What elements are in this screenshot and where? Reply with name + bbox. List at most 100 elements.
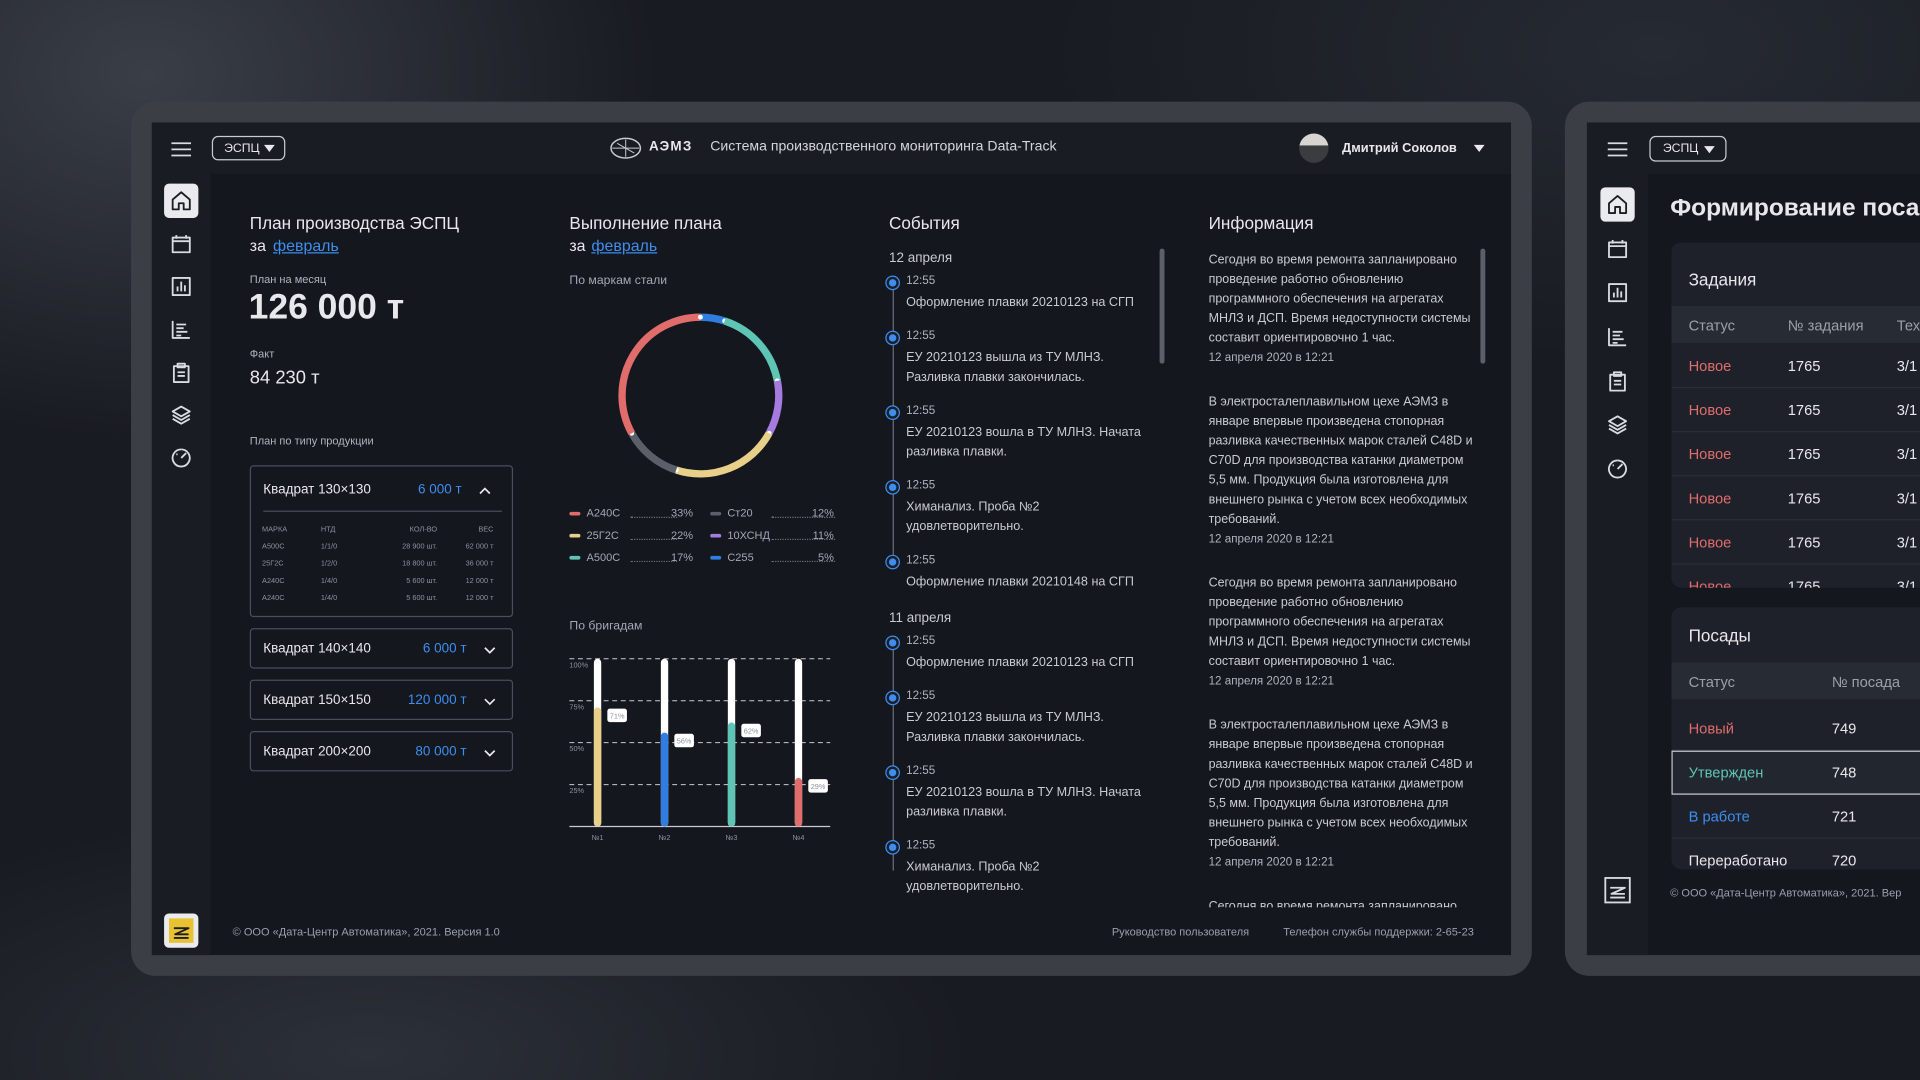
period-prefix: за <box>249 236 266 255</box>
nav-icon[interactable] <box>1600 364 1634 398</box>
legend-value: 12% <box>811 506 834 520</box>
scrollbar[interactable] <box>1480 248 1486 364</box>
icon-shape <box>1610 886 1626 899</box>
divider <box>263 510 503 512</box>
value-label: 29% <box>811 782 826 791</box>
event-time: 12:55 <box>906 404 936 418</box>
month-link[interactable]: февраль <box>273 236 339 255</box>
plant-select[interactable]: ЭСПЦ <box>211 135 286 161</box>
table-row[interactable] <box>1671 344 1920 389</box>
event-text: Химанализ. Проба №2 удовлетворительно. <box>906 500 1040 534</box>
table-cell: 36 000 т <box>465 560 494 569</box>
product-item[interactable]: Квадрат 130×130 6 000 т МАРКА НТД КОЛ-ВО ВЕС А… <box>249 465 514 618</box>
product-item[interactable]: Квадрат 200×200 80 000 т <box>249 731 514 772</box>
value-label-bg <box>741 723 761 738</box>
table-cell: Новое <box>1688 401 1732 419</box>
legend-dots <box>771 516 836 518</box>
table-cell: 12 000 т <box>465 595 494 603</box>
plant-select-label: ЭСПЦ <box>224 142 260 156</box>
avatar[interactable] <box>1299 133 1329 163</box>
caret <box>1473 144 1485 153</box>
nav-icon[interactable] <box>1600 873 1634 907</box>
nav-icon[interactable] <box>1600 320 1634 354</box>
product-value: 6 000 т <box>422 641 467 657</box>
table-cell: А500С <box>262 543 285 552</box>
timeline <box>892 640 894 871</box>
nav-icon[interactable] <box>1600 187 1635 222</box>
table-row[interactable] <box>1671 750 1920 795</box>
nav-icon[interactable] <box>1600 132 1634 166</box>
nav-icon[interactable] <box>1600 408 1634 442</box>
table-header-bg <box>1671 662 1920 700</box>
nav-icon[interactable] <box>164 913 199 948</box>
product-value: 80 000 т <box>415 744 467 760</box>
product-name: Квадрат 150×150 <box>263 693 371 708</box>
top-bar <box>1586 122 1920 174</box>
month-link[interactable]: февраль <box>591 236 658 255</box>
nav-icon[interactable] <box>164 132 198 166</box>
caret-shape <box>484 750 496 757</box>
table-cell: 1765 <box>1787 577 1821 588</box>
table-cell: 720 <box>1831 852 1857 870</box>
legend-swatch <box>569 533 581 538</box>
nav-icon[interactable] <box>164 355 198 389</box>
table-row[interactable] <box>1671 432 1920 477</box>
table-cell: 1765 <box>1787 401 1821 419</box>
nav-icon[interactable] <box>164 183 199 218</box>
nav-icon[interactable] <box>164 312 198 346</box>
manual-link[interactable]: Руководство пользователя <box>1111 925 1250 938</box>
table-cell: 1765 <box>1787 533 1821 552</box>
table-row[interactable] <box>1671 388 1920 433</box>
timeline-dot <box>886 481 899 494</box>
table-row[interactable] <box>1671 795 1920 839</box>
legend-label: Ст20 <box>727 506 753 520</box>
product-name: Квадрат 200×200 <box>263 744 371 760</box>
legend-swatch <box>710 555 722 560</box>
legend-swatch <box>569 555 581 560</box>
table-header: ВЕС <box>478 526 494 534</box>
legend-value: 5% <box>817 551 834 564</box>
x-tick-label: №3 <box>726 833 738 842</box>
nav-icon[interactable] <box>1600 276 1634 310</box>
timeline-dot <box>886 636 899 649</box>
top-bar <box>151 122 1512 174</box>
nav-icon[interactable] <box>164 269 198 303</box>
table-cell: Новое <box>1688 577 1732 588</box>
table-cell: 3/1 <box>1896 357 1918 375</box>
legend-dots <box>771 538 836 541</box>
icon-shape <box>171 405 191 425</box>
nav-icon[interactable] <box>1600 452 1634 486</box>
table-row[interactable] <box>1671 707 1920 751</box>
x-tick-label: №2 <box>659 833 671 842</box>
product-item[interactable]: Квадрат 150×150 120 000 т <box>249 679 514 721</box>
user-name[interactable]: Дмитрий Соколов <box>1342 140 1457 156</box>
nav-icon[interactable] <box>1600 231 1634 265</box>
panel-title: Задания <box>1688 269 1757 289</box>
system-name: Система производственного мониторинга Da… <box>710 139 1057 155</box>
event-date: 11 апреля <box>888 611 952 626</box>
plant-select[interactable]: ЭСПЦ <box>1649 135 1727 162</box>
nav-icon[interactable] <box>164 227 198 261</box>
plan-label: План на месяц <box>249 273 327 286</box>
caret <box>479 487 491 495</box>
table-cell: 12 000 т <box>465 577 494 586</box>
panel: Посады Статус № посада Новый 749 Утвержден 748… <box>1671 607 1920 870</box>
table-cell: 3/1 <box>1896 445 1918 463</box>
icon-shape <box>1608 415 1628 435</box>
events-panel: События 12 апреля 12:55 Оформление плавки 2… <box>872 195 1170 908</box>
legend-swatch <box>569 511 581 516</box>
value-label-bg <box>808 779 828 793</box>
panel-title: План производства ЭСПЦ <box>249 213 460 233</box>
nav-icon[interactable] <box>164 441 198 475</box>
sidebar <box>1586 173 1649 956</box>
value-label: 71% <box>610 711 625 720</box>
product-item[interactable]: Квадрат 140×140 6 000 т <box>249 628 514 669</box>
legend-value: 22% <box>671 528 694 542</box>
icon-shape <box>1608 328 1627 347</box>
table-row[interactable] <box>1671 476 1920 521</box>
icon-shape <box>172 362 190 383</box>
table-row[interactable] <box>1671 520 1920 565</box>
nav-icon[interactable] <box>164 398 198 432</box>
scrollbar[interactable] <box>1159 248 1165 364</box>
